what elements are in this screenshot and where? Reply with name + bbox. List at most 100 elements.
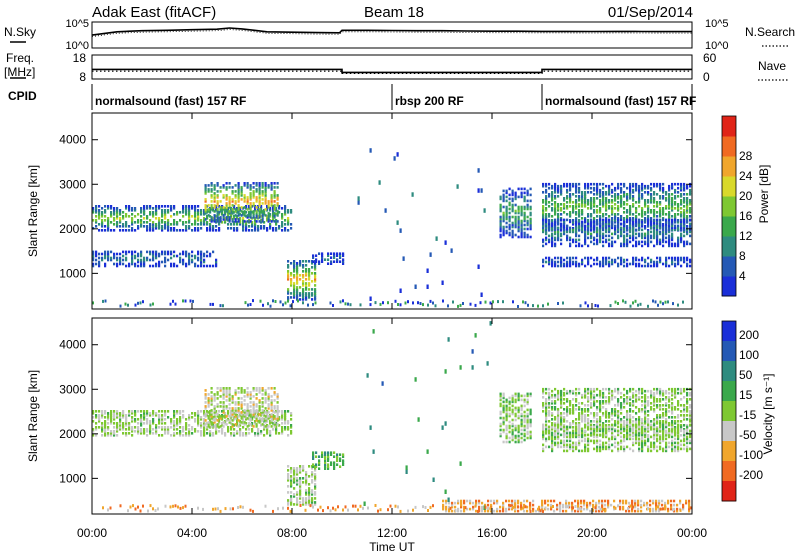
scatter-cell bbox=[185, 227, 188, 230]
scatter-cell bbox=[210, 208, 213, 211]
scatter-cell bbox=[222, 403, 225, 406]
scatter-cell bbox=[602, 396, 605, 399]
scatter-cell bbox=[608, 260, 611, 264]
scatter-cell bbox=[146, 207, 149, 210]
scatter-cell bbox=[122, 426, 125, 429]
scatter-cell bbox=[557, 213, 560, 216]
scatter-cell bbox=[617, 205, 620, 208]
scatter-cell bbox=[632, 256, 635, 260]
scatter-cell bbox=[131, 416, 134, 419]
scatter-cell bbox=[188, 260, 191, 264]
scatter-cell bbox=[179, 434, 182, 437]
scatter-cell bbox=[213, 220, 216, 223]
scatter-cell bbox=[680, 211, 683, 214]
scatter-cell bbox=[578, 414, 581, 417]
scatter-cell bbox=[614, 422, 617, 425]
scatter-cell bbox=[266, 227, 269, 230]
scatter-cell bbox=[273, 415, 276, 418]
scatter-cell bbox=[548, 437, 551, 441]
scatter-cell bbox=[234, 194, 237, 197]
scatter-cell bbox=[357, 200, 360, 205]
scatter-cell bbox=[656, 211, 659, 214]
scatter-cell bbox=[188, 207, 191, 210]
scatter-cell bbox=[281, 221, 284, 224]
near-range-cell bbox=[342, 299, 344, 303]
scatter-cell bbox=[686, 408, 689, 411]
scatter-cell bbox=[656, 389, 659, 393]
scatter-cell bbox=[671, 389, 674, 393]
scatter-cell bbox=[206, 414, 209, 417]
scatter-cell bbox=[213, 393, 216, 396]
scatter-cell bbox=[665, 191, 668, 194]
scatter-cell bbox=[665, 225, 668, 228]
scatter-cell bbox=[683, 184, 686, 188]
scatter-cell bbox=[155, 205, 158, 208]
near-range-cell bbox=[189, 299, 192, 303]
scatter-cell bbox=[254, 410, 257, 413]
scatter-cell bbox=[617, 186, 620, 190]
scatter-cell bbox=[104, 215, 107, 218]
scatter-cell bbox=[197, 229, 200, 232]
scatter-cell bbox=[200, 262, 203, 266]
scatter-cell bbox=[569, 213, 572, 216]
scatter-cell bbox=[293, 268, 296, 271]
scatter-cell bbox=[674, 201, 677, 204]
scatter-cell bbox=[95, 221, 98, 224]
scatter-cell bbox=[200, 264, 203, 268]
scatter-cell bbox=[551, 244, 554, 248]
scatter-cell bbox=[665, 256, 668, 260]
scatter-cell bbox=[683, 188, 686, 192]
scatter-cell bbox=[659, 230, 662, 234]
scatter-cell bbox=[167, 428, 170, 431]
scatter-cell bbox=[267, 202, 270, 205]
scatter-cell bbox=[617, 222, 620, 226]
scatter-cell bbox=[236, 229, 239, 232]
scatter-cell bbox=[542, 224, 545, 228]
scatter-cell bbox=[517, 227, 520, 231]
scatter-cell bbox=[614, 389, 617, 393]
scatter-cell bbox=[590, 396, 593, 399]
scatter-cell bbox=[659, 213, 662, 216]
scatter-cell bbox=[611, 182, 614, 186]
scatter-cell bbox=[308, 274, 311, 277]
scatter-cell bbox=[219, 206, 222, 209]
scatter-cell bbox=[548, 420, 551, 423]
scatter-cell bbox=[602, 195, 605, 198]
scatter-cell bbox=[499, 424, 502, 428]
scatter-cell bbox=[526, 420, 529, 424]
scatter-cell bbox=[197, 430, 200, 433]
scatter-cell bbox=[542, 264, 545, 268]
scatter-cell bbox=[517, 209, 520, 213]
scatter-cell bbox=[185, 264, 188, 268]
scatter-cell bbox=[128, 424, 131, 427]
scatter-cell bbox=[499, 197, 502, 201]
scatter-cell bbox=[587, 408, 590, 411]
scatter-cell bbox=[560, 222, 563, 226]
scatter-cell bbox=[270, 417, 273, 420]
scatter-cell bbox=[246, 208, 249, 211]
scatter-cell bbox=[563, 197, 566, 200]
scatter-cell bbox=[302, 477, 305, 480]
scatter-cell bbox=[173, 428, 176, 431]
scatter-cell bbox=[140, 262, 143, 266]
scatter-cell bbox=[305, 296, 308, 299]
scatter-cell bbox=[230, 416, 233, 419]
scatter-cell bbox=[209, 229, 212, 232]
scatter-cell bbox=[593, 242, 596, 246]
scatter-cell bbox=[302, 499, 305, 502]
scatter-cell bbox=[575, 217, 578, 220]
scatter-cell bbox=[155, 428, 158, 431]
scatter-cell bbox=[267, 212, 270, 215]
scatter-cell bbox=[575, 262, 578, 266]
scatter-cell bbox=[146, 420, 149, 423]
scatter-cell bbox=[242, 221, 245, 224]
scatter-cell bbox=[251, 416, 254, 419]
scatter-cell bbox=[116, 252, 119, 256]
scatter-cell bbox=[683, 406, 686, 409]
scatter-cell bbox=[255, 411, 258, 414]
scatter-cell bbox=[572, 184, 575, 188]
scatter-cell bbox=[554, 218, 557, 222]
scatter-cell bbox=[222, 206, 225, 209]
scatter-cell bbox=[170, 209, 173, 212]
